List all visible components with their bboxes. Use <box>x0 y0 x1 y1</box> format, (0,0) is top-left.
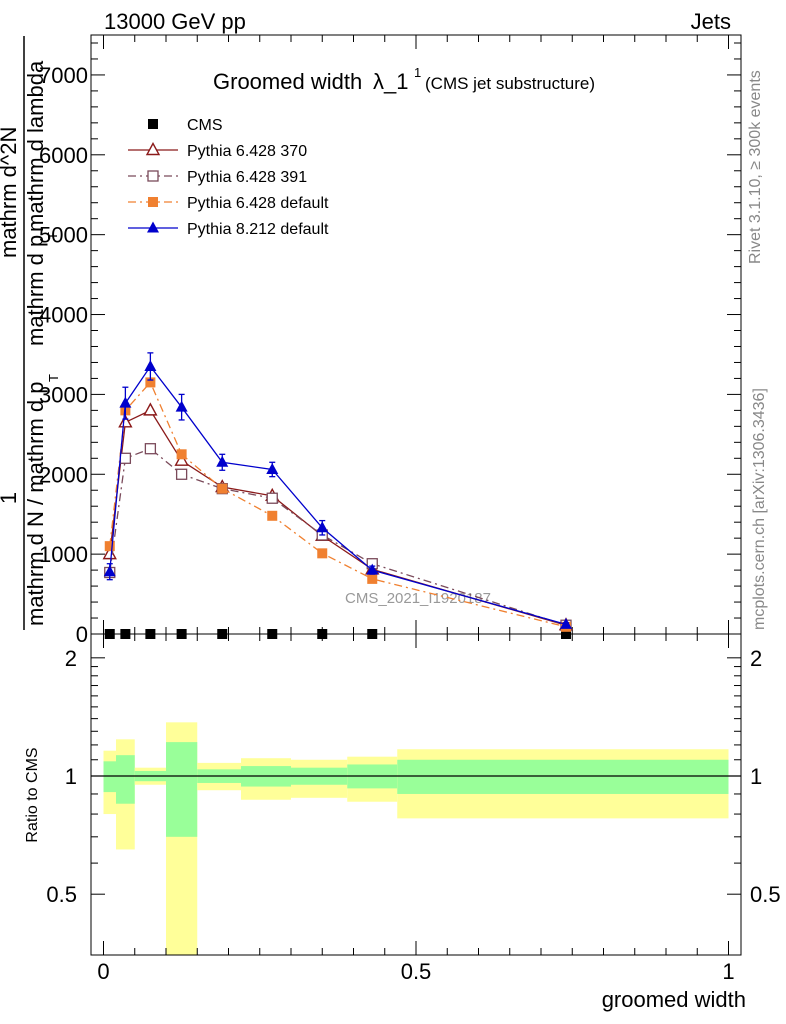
series-point <box>144 359 157 371</box>
ytick-label: 1000 <box>39 542 88 567</box>
title-symbol: λ_1 <box>373 69 408 94</box>
main-ylabel: 1 mathrm d N / mathrm d p T mathrm d^2N … <box>0 36 61 630</box>
series-point <box>560 617 572 629</box>
plot-title: Groomed width λ_1 1 (CMS jet substructur… <box>213 65 595 94</box>
xtick-label: 1 <box>722 959 734 984</box>
ratio-ytick-label: 1 <box>65 764 77 789</box>
ytick-label: 6000 <box>39 143 88 168</box>
ratio-ytick-label: 2 <box>65 646 77 671</box>
ytick-label: 3000 <box>39 382 88 407</box>
series-point <box>176 449 187 460</box>
ratio-bands <box>103 722 729 955</box>
series-point <box>367 573 378 584</box>
ylabel-den: mathrm d N / mathrm d p <box>23 381 48 626</box>
legend-marker <box>147 170 159 182</box>
legend-label: Pythia 6.428 default <box>187 195 329 212</box>
legend-marker <box>148 119 158 129</box>
series-point <box>144 443 157 455</box>
main-ticks <box>91 35 741 635</box>
main-series <box>102 352 574 639</box>
side-rivet: Rivet 3.1.10, ≥ 300k events <box>747 70 764 264</box>
ratio-ylabel: Ratio to CMS <box>24 747 41 842</box>
series-point <box>104 541 115 552</box>
legend-marker <box>145 142 161 156</box>
ratio-ytick-label-right: 2 <box>750 646 762 671</box>
main-plot: 0 1000 2000 3000 4000 5000 6000 7000 CMS_2021_I… <box>0 34 742 647</box>
legend: CMS Pythia 6.428 370 Pythia 6.428 391 Pythi… <box>128 117 329 238</box>
ytick-label: 2000 <box>39 462 88 487</box>
legend-label: Pythia 6.428 370 <box>187 143 307 160</box>
legend-marker <box>147 221 159 233</box>
ylabel-num-mid: mathrm d p <box>23 235 48 346</box>
ylabel-num-end: mathrm d lambda <box>23 60 48 232</box>
ylabel-den-sub: T <box>46 374 61 382</box>
title-main: Groomed width <box>213 69 362 94</box>
side-mcplots: mcplots.cern.ch [arXiv:1306.3436] <box>751 388 768 630</box>
ytick-label: 4000 <box>39 303 88 328</box>
series-point <box>143 402 158 416</box>
title-sup: 1 <box>414 65 421 80</box>
series-point <box>317 548 328 559</box>
ytick-label: 7000 <box>39 63 88 88</box>
ylabel-num-sub: T <box>45 232 60 240</box>
series-point <box>316 521 329 533</box>
series-point <box>216 455 229 467</box>
ratio-band-green <box>103 761 116 793</box>
legend-label: Pythia 8.212 default <box>187 221 329 238</box>
ytick-label: 0 <box>76 622 88 647</box>
title-sub: (CMS jet substructure) <box>425 74 595 93</box>
series-point <box>267 510 278 521</box>
watermark: CMS_2021_I1920187 <box>345 590 491 607</box>
main-yticklabels: 0 1000 2000 3000 4000 5000 6000 7000 <box>39 63 88 647</box>
ytick-label: 5000 <box>39 223 88 248</box>
ratio-ticklabels: 0.5 0.5 1 1 2 2 0 0.5 1 <box>46 646 780 984</box>
legend-label: Pythia 6.428 391 <box>187 169 307 186</box>
ratio-ytick-label-right: 0.5 <box>750 882 781 907</box>
series-line <box>109 381 567 628</box>
ratio-band-green <box>116 755 135 804</box>
ratio-ticks <box>91 634 741 955</box>
ratio-ytick-label: 0.5 <box>46 882 77 907</box>
ratio-band-green <box>397 759 729 794</box>
series-point <box>103 565 116 577</box>
header-energy: 13000 GeV pp <box>104 9 246 34</box>
xtick-label: 0 <box>97 959 109 984</box>
legend-label: CMS <box>187 117 223 134</box>
series-point <box>266 492 278 504</box>
legend-marker <box>148 197 158 207</box>
series-point <box>174 452 189 466</box>
ratio-band-green <box>166 742 198 837</box>
series-point <box>266 462 279 474</box>
xtick-label: 0.5 <box>401 959 432 984</box>
series-point <box>217 483 228 494</box>
series-point <box>366 563 379 575</box>
series-point <box>145 377 156 388</box>
ylabel-num-top: mathrm d^2N <box>0 127 21 258</box>
series-line <box>109 409 567 626</box>
ratio-ytick-label-right: 1 <box>750 764 762 789</box>
series-point <box>175 400 188 412</box>
series-point <box>118 414 133 428</box>
header-category: Jets <box>691 9 731 34</box>
series-line <box>109 365 567 626</box>
ratio-frame <box>90 633 742 956</box>
series-point <box>119 396 132 408</box>
series-point <box>175 468 188 480</box>
series-point <box>119 452 132 464</box>
xlabel: groomed width <box>602 987 746 1012</box>
ratio-plot: 0.5 0.5 1 1 2 2 0 0.5 1 Ratio to CMS groomed wid… <box>24 633 781 1012</box>
ylabel-one: 1 <box>0 492 21 504</box>
